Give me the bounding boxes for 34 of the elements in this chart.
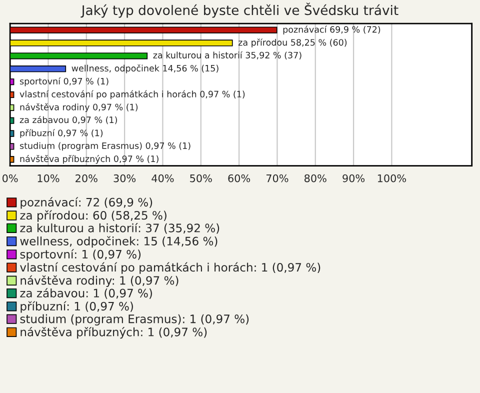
data-label: za zábavou 0,97 % (1) bbox=[20, 116, 117, 124]
legend-label: za přírodou: 60 (58,25 %) bbox=[20, 210, 166, 222]
data-label: poznávací 69,9 % (72) bbox=[283, 26, 380, 34]
legend-label: návštěva rodiny: 1 (0,97 %) bbox=[20, 275, 178, 288]
data-label: za přírodou 58,25 % (60) bbox=[238, 38, 347, 48]
legend-label: za kulturou a historií: 37 (35,92 %) bbox=[20, 222, 220, 234]
data-label: wellness, odpočinek 14,56 % (15) bbox=[72, 64, 218, 74]
data-label: návštěva rodiny 0,97 % (1) bbox=[20, 103, 138, 112]
x-tick-label: 60% bbox=[228, 174, 250, 182]
legend-label: poznávací: 72 (69,9 %) bbox=[20, 197, 152, 209]
legend-label: za zábavou: 1 (0,97 %) bbox=[20, 288, 152, 299]
x-tick-label: 10% bbox=[38, 174, 60, 182]
legend-label: vlastní cestování po památkách i horách: 1 (0,97 %) bbox=[20, 262, 320, 274]
x-tick-label: 50% bbox=[190, 174, 212, 182]
data-label: vlastní cestování po památkách i horách 0,97 % (1) bbox=[20, 90, 245, 100]
x-tick-label: 70% bbox=[266, 174, 288, 182]
x-tick-label: 20% bbox=[76, 174, 98, 182]
x-tick-label: 90% bbox=[342, 174, 365, 182]
data-label: příbuzní 0,97 % (1) bbox=[20, 129, 103, 138]
x-tick-label: 80% bbox=[304, 174, 326, 182]
data-label: sportovní 0,97 % (1) bbox=[20, 77, 108, 86]
x-tick-label: 0% bbox=[2, 174, 18, 182]
chart-title: Jaký typ dovolené byste chtěli ve Švédsku trávit bbox=[80, 2, 398, 18]
data-label: návštěva příbuzných 0,97 % (1) bbox=[20, 154, 158, 164]
legend-label: sportovní: 1 (0,97 %) bbox=[20, 249, 141, 261]
x-tick-label: 30% bbox=[114, 174, 136, 182]
x-tick-label: 40% bbox=[152, 174, 174, 182]
legend-label: wellness, odpočinek: 15 (14,56 %) bbox=[20, 236, 218, 248]
legend-label: studium (program Erasmus): 1 (0,97 %) bbox=[20, 314, 249, 326]
x-tick-label: 100% bbox=[378, 174, 406, 182]
data-label: za kulturou a historií 35,92 % (37) bbox=[153, 51, 302, 60]
legend-label: návštěva příbuzných: 1 (0,97 %) bbox=[20, 326, 207, 339]
legend-label: příbuzní: 1 (0,97 %) bbox=[20, 301, 133, 313]
data-label: studium (program Erasmus) 0,97 % (1) bbox=[20, 142, 190, 151]
